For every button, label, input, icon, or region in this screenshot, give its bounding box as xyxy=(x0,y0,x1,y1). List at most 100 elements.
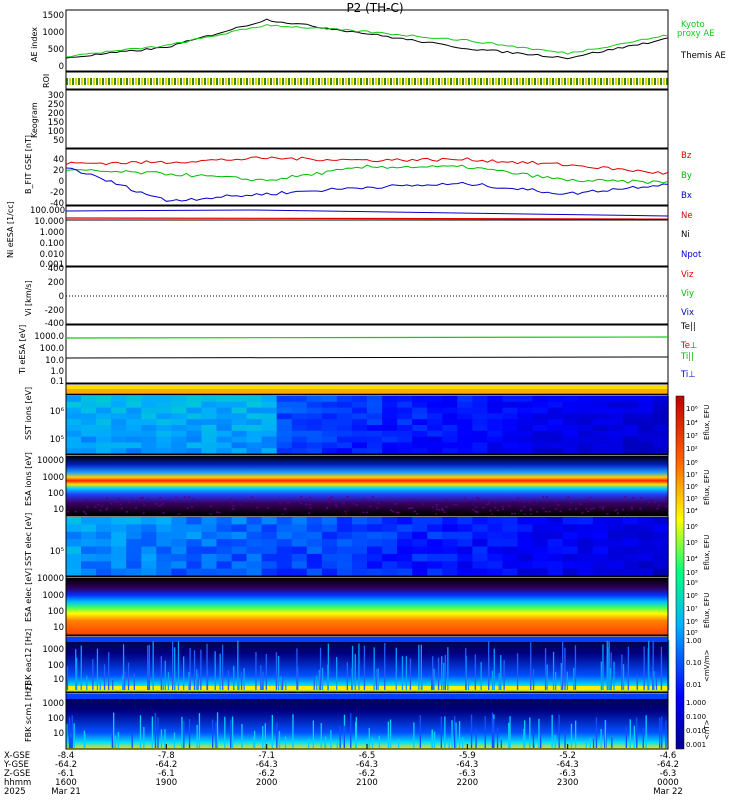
fbk-bfield-burst xyxy=(642,727,644,748)
esa-elec-ytick: 10 xyxy=(53,623,64,633)
fbk-bfield-burst xyxy=(444,716,446,748)
sst-ions-cell xyxy=(427,436,443,443)
sst-elec-cell xyxy=(111,546,127,555)
velocity-ytick: 400 xyxy=(47,264,64,274)
bfield-ytick: -20 xyxy=(50,188,64,198)
fbk-bfield-burst xyxy=(131,732,133,748)
fbk-efield-burst xyxy=(500,655,502,690)
esa-ions-noise xyxy=(656,507,659,510)
esa-ions-noise xyxy=(105,497,108,499)
fbk-efield-burst xyxy=(418,644,420,690)
sst-ions-cell xyxy=(186,413,203,420)
xaxis-tick-z: -6.2 xyxy=(358,769,376,779)
xaxis-tick-x: -7.8 xyxy=(158,751,175,761)
sst-elec-cell xyxy=(276,546,293,555)
fbk-efield-burst xyxy=(409,658,412,690)
sst-ions-cell xyxy=(126,413,142,420)
esa-ions-noise xyxy=(125,511,128,513)
fbk-bfield-burst xyxy=(320,723,322,748)
sst-ions-cell xyxy=(457,448,473,455)
esa-ions-noise xyxy=(568,508,571,511)
esa-ions-noise xyxy=(585,507,588,510)
sst-ions-cell xyxy=(261,430,278,438)
sst-elec-cell xyxy=(351,524,368,533)
sst-elec-cell xyxy=(126,531,142,540)
sst-ions-cell xyxy=(442,448,458,455)
sst-ions-cell xyxy=(231,401,248,409)
sst-ions-cell xyxy=(231,413,248,420)
sst-ions-cell xyxy=(351,396,368,403)
sst-ions-cell xyxy=(502,407,519,414)
fbk-bfield-burst xyxy=(524,720,526,748)
sst-elec-cell xyxy=(81,524,97,533)
fbk-bfield-burst xyxy=(366,738,368,748)
roi-stripe xyxy=(234,78,236,85)
sst-elec-cell xyxy=(96,561,112,570)
roi-stripe xyxy=(216,78,218,85)
sst-ions-cell xyxy=(622,436,639,443)
esa-ions-noise xyxy=(494,501,497,504)
xaxis-tick-x: -8.4 xyxy=(57,751,75,761)
fbk-efield-burst xyxy=(564,647,566,690)
roi-stripe xyxy=(624,78,626,85)
roi-stripe xyxy=(567,78,569,85)
roi-stripe xyxy=(201,78,203,85)
sst-ions-cell xyxy=(201,419,218,426)
sst-ions-cell xyxy=(653,436,669,443)
roi-stripe xyxy=(348,78,350,85)
sst-elec-cell xyxy=(622,561,639,570)
roi-stripe xyxy=(495,78,497,85)
sst-ions-cell xyxy=(472,425,489,432)
roi-stripe xyxy=(579,78,581,85)
fbk-efield-burst xyxy=(660,646,663,690)
sst-elec-cell xyxy=(156,517,172,525)
sst-ions-cell xyxy=(171,430,188,438)
sst-ions-cell xyxy=(637,425,654,432)
roi-stripe xyxy=(207,78,209,85)
sst-ions-cell xyxy=(216,401,233,409)
xaxis-tick-date: Mar 21 xyxy=(51,787,81,797)
fbk-efield-topband xyxy=(66,637,668,642)
sst-ions-cell xyxy=(351,430,368,438)
sst-elec-cell xyxy=(592,517,609,525)
fbk-efield-burst xyxy=(313,678,315,690)
sst-ions-cell xyxy=(126,442,142,449)
sst-ions-cell xyxy=(442,430,458,438)
sst-ions-ytick: 10⁶ xyxy=(49,407,64,417)
sst-elec-cell xyxy=(502,531,519,540)
roi-stripe xyxy=(612,78,614,85)
sst-elec-cell xyxy=(111,531,127,540)
esa-ions-noise xyxy=(617,512,619,514)
fbk-efield-burst xyxy=(318,669,320,690)
sst-elec-cell xyxy=(141,546,157,555)
fbk-bfield-burst xyxy=(196,725,198,748)
fbk-bfield-burst xyxy=(114,735,117,748)
sst-elec-cell xyxy=(382,531,398,540)
sst-elec-cell xyxy=(141,553,157,562)
esa-ions-noise xyxy=(482,501,485,503)
esa-ions-noise xyxy=(624,496,627,498)
fbk-efield-burst xyxy=(643,646,645,690)
sst-elec-cell xyxy=(231,524,248,533)
roi-stripe xyxy=(639,78,641,85)
fbk-bfield-topband xyxy=(66,694,668,699)
roi-stripe xyxy=(87,78,89,85)
sst-ions-cell xyxy=(321,436,338,443)
sst-elec-cell xyxy=(487,539,504,548)
ae-ytick: 500 xyxy=(47,45,64,55)
esa-ions-noise xyxy=(369,505,372,508)
roi-stripe xyxy=(321,78,323,85)
esa-ions-noise xyxy=(309,507,312,509)
roi-stripe xyxy=(552,78,554,85)
xrow-label-hhmm: hhmm xyxy=(4,778,32,788)
roi-stripe xyxy=(516,78,518,85)
roi-stripe xyxy=(81,78,83,85)
esa-ions-noise xyxy=(113,501,116,503)
fbk-efield-burst xyxy=(148,660,150,690)
esa-ions-noise xyxy=(589,508,592,510)
esa-ions-noise xyxy=(555,501,558,504)
roi-stripe xyxy=(498,78,500,85)
temp-te-line xyxy=(65,356,669,359)
sst-elec-cell xyxy=(186,524,203,533)
fbk-efield-burst xyxy=(373,647,375,690)
